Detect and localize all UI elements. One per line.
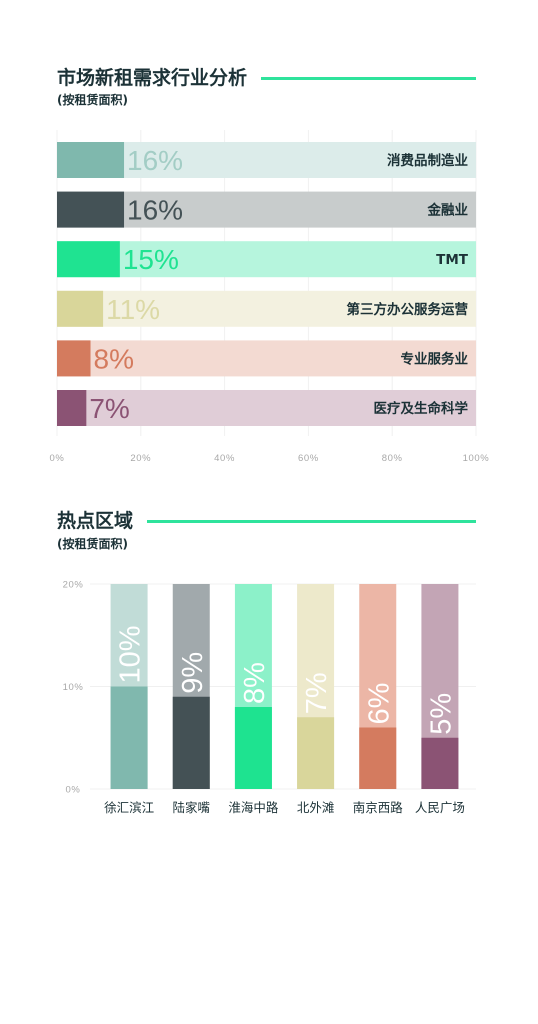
category-label: 人民广场 <box>415 800 465 815</box>
category-label: 消费品制造业 <box>387 152 468 169</box>
category-label: 淮海中路 <box>228 800 279 815</box>
category-label: 第三方办公服务运营 <box>347 301 469 318</box>
value-label: 8% <box>239 662 271 704</box>
chart-subtitle: (按租赁面积) <box>57 537 128 551</box>
value-label: 5% <box>425 693 457 735</box>
category-label: 陆家嘴 <box>172 800 210 815</box>
industry-section-title-row: 市场新租需求行业分析 <box>57 66 476 90</box>
category-label: 徐汇滨江 <box>104 800 154 815</box>
value-label: 15% <box>123 244 179 275</box>
category-label: 专业服务业 <box>401 350 469 367</box>
value-label: 7% <box>89 393 129 424</box>
chart-title: 热点区域 <box>57 510 134 532</box>
chart-subtitle: (按租赁面积) <box>57 93 128 107</box>
bar-fill <box>57 142 125 178</box>
x-tick-label: 100% <box>463 453 490 464</box>
bar-fill <box>57 390 87 426</box>
x-tick-label: 40% <box>214 453 235 464</box>
bar-fill <box>359 727 397 789</box>
bar-fill <box>234 707 272 789</box>
value-label: 7% <box>301 672 333 714</box>
chart-title: 市场新租需求行业分析 <box>57 67 248 89</box>
category-label: 北外滩 <box>297 800 335 815</box>
industry-demand-bar-chart: 0% 20% 40% 60% 80% 100% 16% 消费品制造业 16% 金融业 15% TMT 1… <box>50 130 490 464</box>
value-label: 10% <box>115 625 147 683</box>
bar-fill <box>57 290 104 327</box>
value-label: 11% <box>106 294 160 325</box>
y-tick-label: 20% <box>63 580 84 591</box>
category-label: 南京西路 <box>353 800 404 815</box>
category-label: 金融业 <box>427 202 469 219</box>
bar-track <box>57 241 476 278</box>
bar-fill <box>172 696 210 789</box>
bar-fill <box>57 191 125 228</box>
bar-track <box>57 142 476 178</box>
value-label: 16% <box>127 195 183 226</box>
category-label: TMT <box>436 252 469 268</box>
bar-fill <box>57 340 91 377</box>
title-accent-line <box>147 519 476 523</box>
value-label: 8% <box>94 343 134 374</box>
hot-areas-section-title-row: 热点区域 <box>57 509 476 533</box>
y-tick-label: 0% <box>66 785 81 796</box>
y-tick-label: 10% <box>63 682 84 693</box>
bar-track <box>57 390 476 426</box>
x-tick-label: 20% <box>130 453 151 464</box>
bar-track <box>57 191 476 228</box>
bar-track <box>57 340 476 377</box>
bar-track <box>57 290 476 327</box>
hot-areas-column-chart: 0% 10% 20% 10% 徐汇滨江 9% 陆家嘴 8% 淮海中路 7% 北外滩 6% 南京西路 5% 人… <box>63 580 476 815</box>
x-tick-label: 60% <box>298 453 319 464</box>
bar-fill <box>110 686 148 789</box>
bar-fill <box>57 241 120 278</box>
x-tick-label: 80% <box>382 453 403 464</box>
value-label: 16% <box>127 145 183 176</box>
category-label: 医疗及生命科学 <box>374 400 469 417</box>
title-accent-line <box>261 76 476 80</box>
bar-fill <box>421 737 459 789</box>
value-label: 9% <box>177 652 209 694</box>
value-label: 6% <box>363 683 395 725</box>
bar-fill <box>297 717 335 789</box>
x-tick-label: 0% <box>50 453 65 464</box>
